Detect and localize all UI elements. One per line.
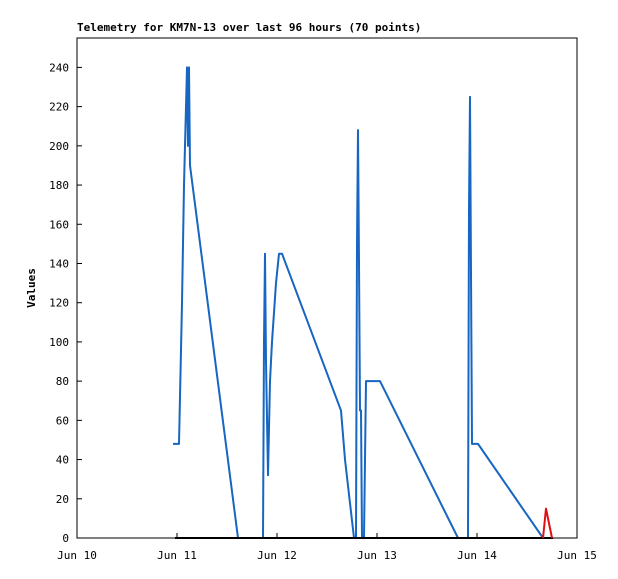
y-tick-label: 200 (49, 140, 69, 153)
y-tick-label: 180 (49, 179, 69, 192)
y-tick-label: 20 (56, 493, 69, 506)
y-tick-label: 120 (49, 297, 69, 310)
y-tick-label: 60 (56, 414, 69, 427)
y-tick-label: 40 (56, 454, 69, 467)
series-line (542, 507, 553, 539)
x-tick-label: Jun 14 (457, 549, 497, 562)
y-tick-label: 80 (56, 375, 69, 388)
x-tick-label: Jun 10 (57, 549, 97, 562)
x-tick-label: Jun 15 (557, 549, 597, 562)
chart-title: Telemetry for KM7N-13 over last 96 hours… (77, 21, 421, 34)
y-tick-label: 140 (49, 257, 69, 270)
x-tick-label: Jun 12 (257, 549, 297, 562)
y-tick-label: 160 (49, 218, 69, 231)
y-tick-label: 100 (49, 336, 69, 349)
y-tick-label: 0 (62, 532, 69, 545)
y-tick-label: 240 (49, 61, 69, 74)
x-tick-label: Jun 13 (357, 549, 397, 562)
y-tick-label: 220 (49, 101, 69, 114)
y-axis-label: Values (25, 268, 38, 308)
x-tick-label: Jun 11 (157, 549, 197, 562)
